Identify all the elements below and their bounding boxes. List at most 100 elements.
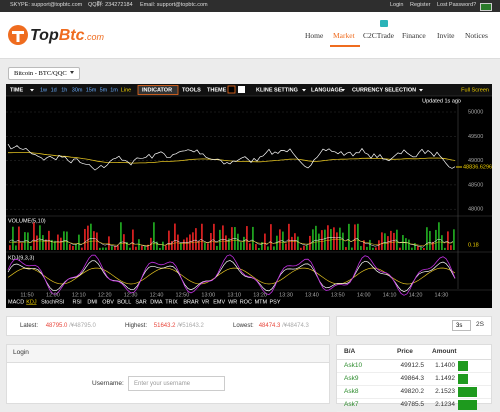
- row-line: [337, 398, 491, 399]
- volume-bar: [216, 245, 218, 250]
- period: 1d: [51, 87, 57, 93]
- lost-password-link[interactable]: Lost Password?: [437, 2, 477, 8]
- username-input[interactable]: Enter your username: [128, 376, 225, 391]
- nav-item[interactable]: Finance: [402, 31, 426, 40]
- price-tick: 48000: [468, 207, 483, 213]
- volume-bar: [120, 222, 122, 250]
- time-tick: 12:50: [176, 292, 190, 298]
- ask-label: Ask9: [344, 375, 359, 382]
- nav-item[interactable]: Market: [333, 31, 355, 40]
- volume-bar: [54, 240, 56, 250]
- theme: THEME: [207, 87, 227, 93]
- volume-bar: [321, 230, 323, 250]
- logo-top: Top: [30, 27, 59, 44]
- volume-bar: [414, 243, 416, 250]
- volume-bar: [273, 246, 275, 250]
- volume-bar: [69, 244, 71, 250]
- volume-bar: [39, 225, 41, 250]
- theme-dark: [227, 85, 236, 94]
- volume-bar: [129, 247, 131, 250]
- volume-bar: [237, 233, 239, 250]
- time-tick: 12:10: [72, 292, 86, 298]
- ticker-cny: /¥51643.2: [177, 323, 204, 329]
- volume-bar: [390, 230, 392, 250]
- volume-bar: [174, 223, 176, 250]
- volume-bar: [435, 229, 437, 250]
- volume-bar: [213, 223, 215, 250]
- volume-bar: [231, 227, 233, 250]
- volume-bar: [396, 229, 398, 250]
- volume-bar: [324, 229, 326, 250]
- volume-bar: [339, 227, 341, 250]
- nav-item[interactable]: Invite: [437, 31, 455, 40]
- volume-bar: [243, 236, 245, 250]
- volume-bar: [162, 241, 164, 250]
- price-tick: 48500: [468, 182, 483, 188]
- volume-bar: [18, 226, 20, 250]
- volume-bar: [453, 229, 455, 250]
- language: LANGUAGE: [311, 87, 343, 93]
- volume-bar: [168, 230, 170, 250]
- volume-bar: [45, 239, 47, 250]
- time-tick: 12:30: [124, 292, 138, 298]
- ask-label: Ask8: [344, 388, 359, 395]
- ticker-label: Latest:: [20, 323, 39, 329]
- refresh-value: 2S: [476, 321, 484, 328]
- volume-bar: [333, 227, 335, 250]
- volume-bar: [345, 247, 347, 250]
- interval-select[interactable]: 3s: [452, 320, 471, 331]
- logo-com: .com: [84, 32, 105, 42]
- volume-bar: [189, 234, 191, 250]
- kline-chart: TIME 1w 1d 1h 30m 15m 5m 1m Line INDICATOR TOOLS TH…: [6, 84, 492, 308]
- flag[interactable]: [480, 3, 492, 11]
- ask-amount: 2.1234: [435, 401, 455, 408]
- login-link[interactable]: Login: [390, 2, 404, 8]
- ask-price: 49912.5: [400, 362, 425, 369]
- volume-bar: [180, 243, 182, 250]
- indicator-tab: KDJ: [26, 299, 37, 305]
- full-screen: Full Screen: [461, 87, 489, 93]
- volume-bar: [444, 247, 446, 250]
- pair-select[interactable]: Bitcoin - BTC/QQC: [8, 67, 80, 80]
- volume-bar: [342, 232, 344, 250]
- indicator-tab: MTM: [255, 299, 268, 305]
- register-link[interactable]: Register: [410, 2, 431, 8]
- volume-bar: [447, 231, 449, 250]
- kline-setting: KLINE SETTING: [256, 87, 298, 93]
- nav-underline: [330, 45, 360, 47]
- period: 1m: [110, 87, 118, 93]
- username-label: Username:: [92, 380, 124, 387]
- time-tick: 13:20: [253, 292, 267, 298]
- time-tick: 13:10: [227, 292, 241, 298]
- top-bar: [0, 0, 500, 12]
- nav-item[interactable]: C2CTrade: [363, 31, 394, 40]
- volume-bar: [147, 244, 149, 250]
- volume-bar: [363, 240, 365, 250]
- orderbook-header: Price: [397, 348, 413, 355]
- time-tick: 13:40: [305, 292, 319, 298]
- ask-price: 49820.2: [400, 388, 425, 395]
- volume-bar: [33, 222, 35, 250]
- volume-bar: [249, 243, 251, 250]
- volume-bar: [369, 239, 371, 250]
- volume-bar: [141, 245, 143, 250]
- indicator-tab: DMI: [87, 299, 98, 305]
- login-header: [7, 345, 329, 363]
- username-placeholder: Enter your username: [134, 381, 191, 387]
- volume-bar: [102, 247, 104, 250]
- volume-bar: [270, 224, 272, 250]
- header: [0, 12, 500, 59]
- volume-bar: [60, 237, 62, 250]
- nav-item[interactable]: Home: [305, 31, 324, 40]
- qq: QQ群: 234272184: [88, 2, 133, 8]
- ask-bar: [458, 374, 469, 384]
- volume-bar: [309, 235, 311, 250]
- volume-value: 0.18: [468, 242, 479, 248]
- caret: [30, 89, 34, 92]
- indicator-tab: SAR: [135, 299, 146, 305]
- skype: SKYPE: support@topbtc.com: [10, 2, 83, 8]
- nav-item[interactable]: Notices: [465, 31, 488, 40]
- time-tick: 12:40: [150, 292, 164, 298]
- volume-bar: [282, 231, 284, 250]
- volume-bar: [432, 241, 434, 250]
